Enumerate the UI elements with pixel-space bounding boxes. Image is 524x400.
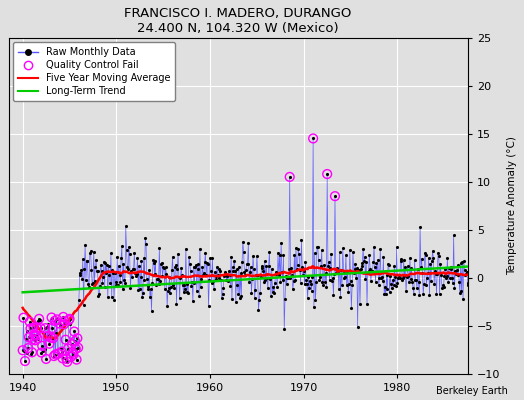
Point <box>45 340 53 347</box>
Point <box>51 351 60 358</box>
Point <box>26 318 34 325</box>
Point <box>286 174 294 180</box>
Point <box>61 336 70 343</box>
Point <box>31 337 39 344</box>
Point <box>29 336 37 342</box>
Point <box>67 354 75 360</box>
Point <box>18 347 27 354</box>
Title: FRANCISCO I. MADERO, DURANGO
24.400 N, 104.320 W (Mexico): FRANCISCO I. MADERO, DURANGO 24.400 N, 1… <box>125 7 352 35</box>
Point <box>19 314 28 321</box>
Point <box>62 356 71 362</box>
Point <box>47 334 55 341</box>
Point <box>37 325 45 331</box>
Point <box>47 314 56 321</box>
Point <box>32 325 41 331</box>
Point <box>58 348 66 355</box>
Point <box>54 350 63 357</box>
Point <box>38 343 47 349</box>
Point <box>60 321 68 328</box>
Point <box>50 318 59 324</box>
Point <box>69 351 78 358</box>
Point <box>69 349 77 356</box>
Point <box>309 135 318 142</box>
Point <box>25 334 33 340</box>
Point <box>32 332 40 339</box>
Point <box>73 335 82 342</box>
Point <box>30 332 39 338</box>
Point <box>28 349 36 356</box>
Point <box>331 193 339 199</box>
Point <box>66 316 74 322</box>
Point <box>49 335 57 342</box>
Point <box>24 345 32 351</box>
Point <box>59 314 68 320</box>
Point <box>53 316 61 322</box>
Point <box>71 338 79 344</box>
Point <box>50 353 58 359</box>
Point <box>55 320 63 327</box>
Legend: Raw Monthly Data, Quality Control Fail, Five Year Moving Average, Long-Term Tren: Raw Monthly Data, Quality Control Fail, … <box>14 42 175 101</box>
Point <box>61 318 69 324</box>
Point <box>64 317 73 323</box>
Point <box>21 358 29 364</box>
Point <box>34 335 42 342</box>
Text: Berkeley Earth: Berkeley Earth <box>436 386 508 396</box>
Point <box>70 328 79 335</box>
Point <box>48 325 57 331</box>
Point <box>37 349 46 356</box>
Point <box>41 325 50 331</box>
Point <box>53 350 62 357</box>
Point <box>26 325 35 332</box>
Point <box>72 346 80 352</box>
Point <box>43 333 52 340</box>
Point <box>58 355 67 362</box>
Point <box>64 345 72 352</box>
Point <box>29 324 38 331</box>
Point <box>72 356 81 363</box>
Point <box>74 344 82 351</box>
Point <box>323 171 331 177</box>
Y-axis label: Temperature Anomaly (°C): Temperature Anomaly (°C) <box>507 136 517 275</box>
Point <box>63 359 71 365</box>
Point <box>68 341 76 348</box>
Point <box>35 316 43 322</box>
Point <box>42 356 50 362</box>
